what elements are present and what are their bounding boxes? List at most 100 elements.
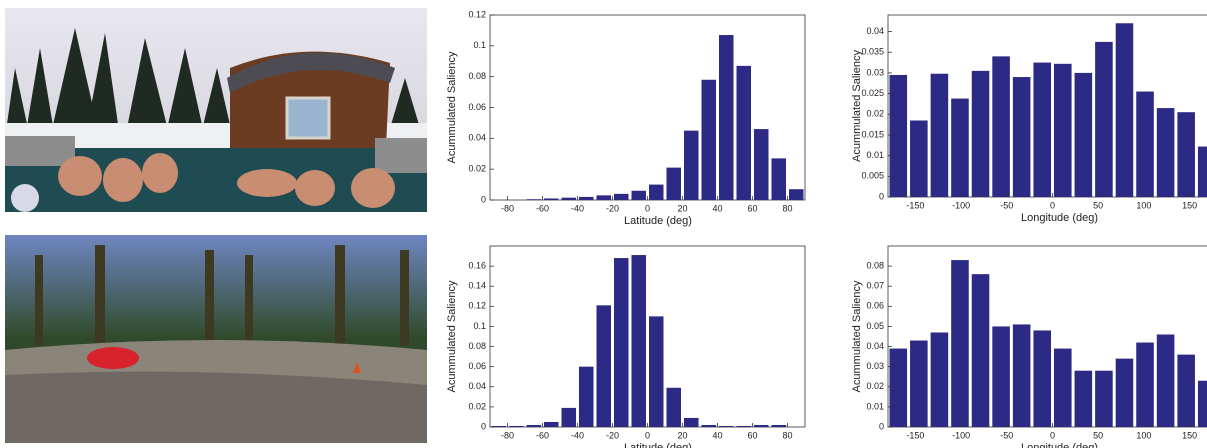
x-tick-label: 150 — [1182, 430, 1197, 440]
y-tick-label: 0.04 — [866, 341, 884, 351]
bar — [1075, 73, 1093, 197]
x-tick-label: -20 — [606, 203, 619, 213]
y-tick-label: 0.04 — [468, 133, 486, 143]
x-tick-label: 150 — [1182, 200, 1197, 210]
bar — [684, 131, 699, 200]
bar — [1054, 349, 1072, 427]
y-tick-label: 0 — [481, 194, 486, 204]
x-axis-title: Latitude (deg) — [624, 215, 692, 227]
x-axis-title: Latitude (deg) — [624, 442, 692, 448]
bar — [544, 422, 559, 427]
y-tick-label: 0.08 — [866, 260, 884, 270]
bar — [544, 198, 559, 200]
bar — [789, 189, 804, 200]
bar — [667, 388, 682, 427]
y-tick-label: 0.03 — [866, 361, 884, 371]
bar — [614, 194, 629, 200]
y-tick-label: 0.03 — [866, 67, 884, 77]
y-tick-label: 0.08 — [468, 341, 486, 351]
x-tick-label: -60 — [536, 203, 549, 213]
x-tick-label: -150 — [906, 200, 924, 210]
x-tick-label: 0 — [645, 203, 650, 213]
y-tick-label: 0.04 — [866, 26, 884, 36]
bar — [1177, 355, 1195, 427]
chart-top-latitude: 00.020.040.060.080.10.12-80-60-40-200204… — [430, 5, 810, 233]
x-tick-label: 50 — [1093, 200, 1103, 210]
x-tick-label: -100 — [952, 430, 970, 440]
bar — [1136, 343, 1154, 427]
x-tick-label: -100 — [952, 200, 970, 210]
y-tick-label: 0.08 — [468, 71, 486, 81]
bar — [1136, 92, 1154, 197]
x-axis-title: Longitude (deg) — [1021, 212, 1098, 224]
y-tick-label: 0.02 — [468, 164, 486, 174]
bar — [649, 316, 664, 427]
x-tick-label: -20 — [606, 430, 619, 440]
bar — [1157, 108, 1175, 197]
x-tick-label: -80 — [501, 203, 514, 213]
y-tick-label: 0.01 — [866, 401, 884, 411]
bar — [1013, 324, 1031, 427]
bar — [702, 80, 717, 200]
y-tick-label: 0 — [481, 421, 486, 431]
x-tick-label: 40 — [712, 203, 722, 213]
bar — [614, 258, 629, 427]
y-axis-title: Acummulated Saliency — [851, 280, 863, 392]
bar — [562, 198, 577, 200]
y-tick-label: 0.02 — [866, 381, 884, 391]
bar — [632, 191, 647, 200]
bar — [992, 326, 1010, 427]
y-axis-title: Acummulated Saliency — [851, 50, 863, 162]
x-tick-label: 20 — [677, 203, 687, 213]
x-tick-label: -40 — [571, 430, 584, 440]
bar — [754, 129, 769, 200]
y-tick-label: 0.14 — [468, 281, 486, 291]
y-tick-label: 0.005 — [861, 171, 884, 181]
x-tick-label: -150 — [906, 430, 924, 440]
bar — [1116, 23, 1134, 197]
bar — [579, 197, 594, 200]
bar — [719, 35, 734, 200]
y-tick-label: 0.06 — [468, 102, 486, 112]
y-tick-label: 0.02 — [866, 109, 884, 119]
bar — [632, 255, 647, 427]
y-tick-label: 0.1 — [473, 321, 486, 331]
y-tick-label: 0 — [879, 191, 884, 201]
x-tick-label: 60 — [747, 430, 757, 440]
x-axis-title: Longitude (deg) — [1021, 442, 1098, 448]
x-tick-label: 100 — [1136, 200, 1151, 210]
bar — [890, 349, 908, 427]
bar — [931, 332, 949, 427]
y-tick-label: 0.01 — [866, 150, 884, 160]
bar — [992, 56, 1010, 197]
x-tick-label: 60 — [747, 203, 757, 213]
x-tick-label: -60 — [536, 430, 549, 440]
y-tick-label: 0.1 — [473, 40, 486, 50]
x-tick-label: 40 — [712, 430, 722, 440]
x-tick-label: -80 — [501, 430, 514, 440]
bar — [1095, 42, 1113, 197]
chart-bottom-latitude: 00.020.040.060.080.10.120.140.16-80-60-4… — [430, 232, 810, 448]
bar — [910, 341, 928, 427]
y-tick-label: 0.12 — [468, 301, 486, 311]
x-tick-label: 0 — [1050, 200, 1055, 210]
bar — [702, 425, 717, 427]
bar — [1177, 112, 1195, 197]
y-tick-label: 0 — [879, 421, 884, 431]
x-tick-label: 20 — [677, 430, 687, 440]
y-tick-label: 0.015 — [861, 129, 884, 139]
bar — [972, 71, 990, 197]
bar — [684, 418, 699, 427]
y-tick-label: 0.02 — [468, 401, 486, 411]
x-tick-label: 0 — [645, 430, 650, 440]
bar — [1095, 371, 1113, 427]
y-tick-label: 0.04 — [468, 381, 486, 391]
x-tick-label: 100 — [1136, 430, 1151, 440]
bar — [1075, 371, 1093, 427]
bar — [597, 305, 612, 427]
y-tick-label: 0.025 — [861, 88, 884, 98]
panorama-forest — [5, 235, 427, 443]
bar — [597, 195, 612, 200]
bar — [509, 426, 524, 427]
y-tick-label: 0.16 — [468, 260, 486, 270]
